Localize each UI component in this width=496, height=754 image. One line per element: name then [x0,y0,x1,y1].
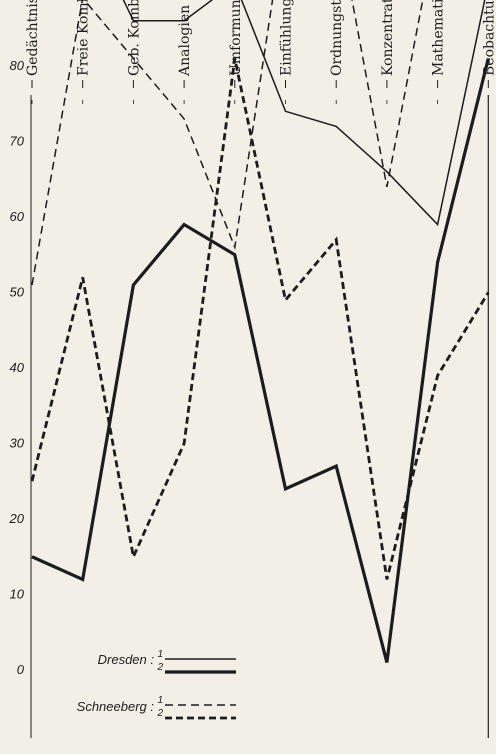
series-line-schneeberg-1 [31,0,424,286]
y-tick-label: 20 [9,511,25,526]
category-label: Einfühlung (Bild) [279,0,295,76]
axis-layer: 0102030405060708090100 [9,58,489,738]
y-tick-label: 60 [10,209,25,224]
series-line-dresden-2 [31,58,490,663]
category-label: Ordnungstests. [329,0,345,76]
category-label: Umformung [228,0,244,76]
category-label: Gedächtnis [25,0,41,76]
y-tick-label: 70 [10,134,25,149]
legend-item-number: 2 [156,662,163,673]
category-labels: Gedächtnis Freie Komb. Geb. Komb. Analogien… [25,0,496,88]
y-tick-label: 0 [17,662,25,677]
category-label: Konzentration [380,0,396,76]
y-tick-label: 50 [10,285,25,300]
legend-group-label: Dresden : [98,652,155,667]
legend-group-label: Schneeberg : [77,699,155,714]
category-label: Freie Komb. [76,0,92,76]
series-layer [30,0,490,663]
category-label: Geb. Komb. [126,0,142,76]
legend-item-number: 1 [157,695,163,706]
y-tick-label: 30 [10,436,25,451]
series-line-dresden-1 [122,0,486,227]
category-label: Analogien [177,5,193,77]
series-line-schneeberg-2 [30,58,490,580]
y-tick-label: 40 [10,360,25,375]
category-label: Beobachtung [481,0,496,76]
y-tick-label: 10 [10,587,25,602]
legend-item-number: 1 [157,649,163,660]
legend-item-number: 2 [156,708,163,719]
y-tick-label: 80 [10,58,25,73]
category-label: Mathematisches [431,0,447,76]
